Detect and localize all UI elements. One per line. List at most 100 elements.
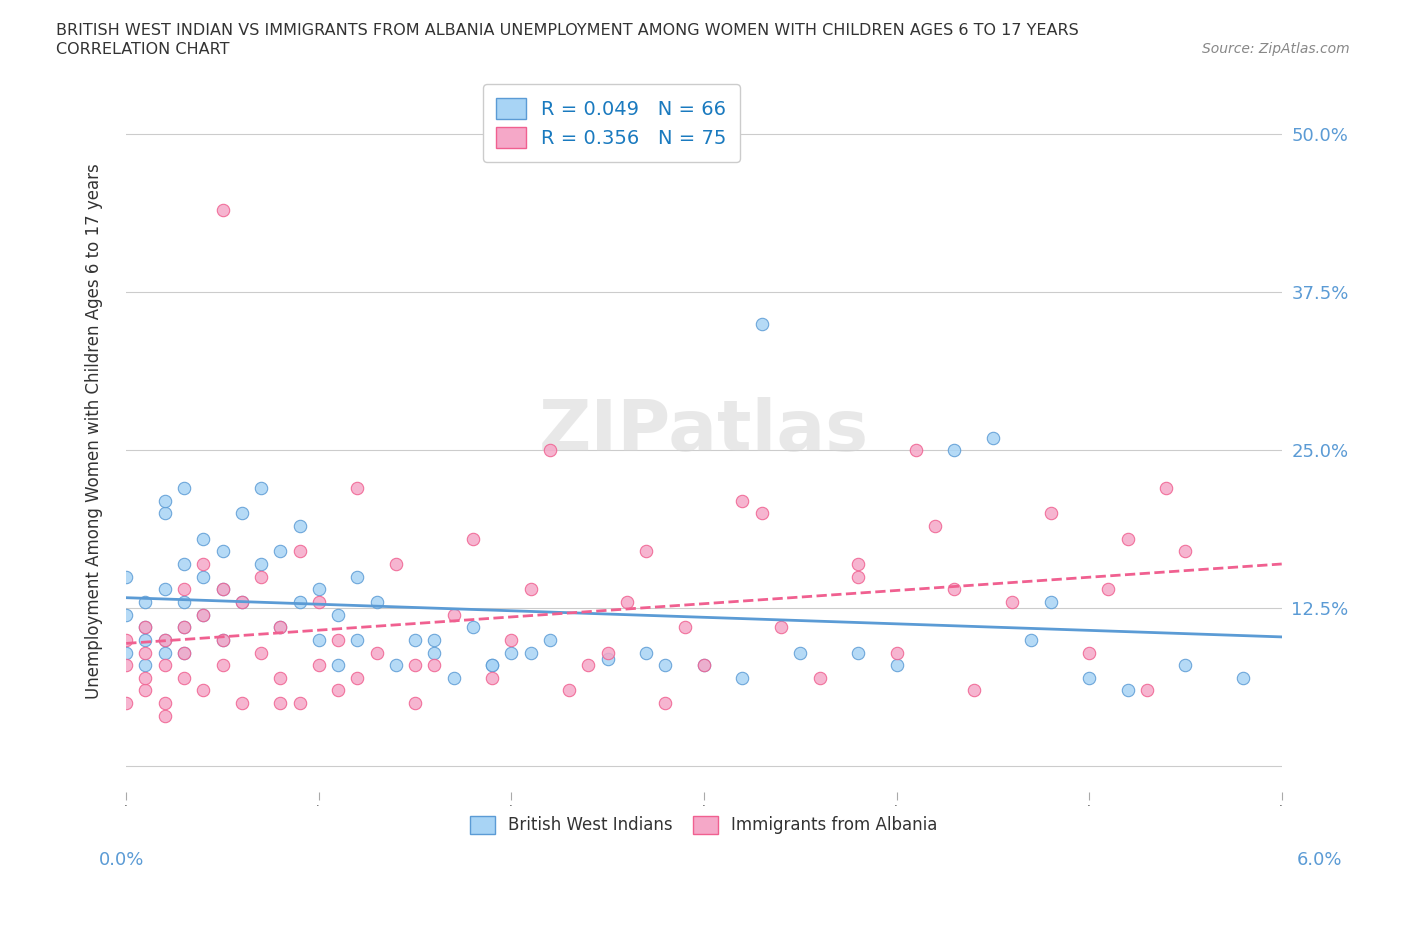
Point — [153, 696, 176, 711]
Point — [115, 569, 138, 584]
Point — [751, 506, 773, 521]
Point — [693, 658, 716, 672]
Point — [326, 658, 349, 672]
Point — [346, 671, 368, 685]
Point — [443, 607, 465, 622]
Point — [231, 696, 253, 711]
Point — [153, 645, 176, 660]
Point — [1039, 594, 1062, 609]
Point — [173, 619, 195, 634]
Point — [578, 658, 600, 672]
Point — [173, 582, 195, 597]
Point — [751, 316, 773, 331]
Point — [1116, 683, 1139, 698]
Point — [250, 556, 273, 571]
Point — [134, 619, 156, 634]
Point — [308, 594, 330, 609]
Point — [115, 645, 138, 660]
Point — [1174, 658, 1197, 672]
Point — [481, 658, 503, 672]
Point — [134, 594, 156, 609]
Point — [308, 582, 330, 597]
Point — [211, 632, 233, 647]
Point — [153, 493, 176, 508]
Point — [673, 619, 696, 634]
Point — [288, 544, 311, 559]
Point — [596, 645, 619, 660]
Point — [596, 651, 619, 666]
Point — [1039, 506, 1062, 521]
Point — [231, 506, 253, 521]
Point — [153, 632, 176, 647]
Point — [173, 671, 195, 685]
Point — [326, 607, 349, 622]
Point — [385, 658, 408, 672]
Point — [115, 696, 138, 711]
Point — [1001, 594, 1024, 609]
Text: 6.0%: 6.0% — [1298, 851, 1343, 869]
Point — [1154, 481, 1177, 496]
Point — [731, 671, 754, 685]
Point — [211, 203, 233, 218]
Point — [211, 582, 233, 597]
Point — [211, 658, 233, 672]
Point — [654, 658, 676, 672]
Point — [981, 430, 1004, 445]
Point — [1097, 582, 1119, 597]
Point — [1136, 683, 1159, 698]
Point — [211, 632, 233, 647]
Point — [731, 493, 754, 508]
Point — [481, 658, 503, 672]
Point — [423, 632, 446, 647]
Text: ZIPatlas: ZIPatlas — [538, 397, 869, 466]
Point — [501, 632, 523, 647]
Point — [461, 619, 484, 634]
Point — [423, 645, 446, 660]
Point — [846, 569, 869, 584]
Point — [115, 632, 138, 647]
Point — [231, 594, 253, 609]
Text: Source: ZipAtlas.com: Source: ZipAtlas.com — [1202, 42, 1350, 56]
Point — [193, 556, 215, 571]
Point — [153, 632, 176, 647]
Point — [134, 658, 156, 672]
Point — [461, 531, 484, 546]
Point — [962, 683, 984, 698]
Point — [846, 556, 869, 571]
Point — [943, 582, 966, 597]
Point — [288, 519, 311, 534]
Point — [153, 582, 176, 597]
Point — [193, 683, 215, 698]
Point — [173, 645, 195, 660]
Point — [538, 443, 561, 458]
Point — [366, 594, 388, 609]
Point — [558, 683, 581, 698]
Point — [269, 619, 291, 634]
Point — [943, 443, 966, 458]
Point — [846, 645, 869, 660]
Point — [326, 632, 349, 647]
Point — [769, 619, 792, 634]
Point — [269, 696, 291, 711]
Point — [404, 632, 426, 647]
Point — [1232, 671, 1254, 685]
Point — [250, 645, 273, 660]
Point — [173, 556, 195, 571]
Point — [924, 519, 946, 534]
Point — [789, 645, 811, 660]
Point — [173, 481, 195, 496]
Legend: British West Indians, Immigrants from Albania: British West Indians, Immigrants from Al… — [464, 809, 945, 841]
Point — [423, 658, 446, 672]
Point — [443, 671, 465, 685]
Point — [269, 671, 291, 685]
Point — [308, 658, 330, 672]
Point — [519, 645, 541, 660]
Point — [1174, 544, 1197, 559]
Point — [808, 671, 831, 685]
Point — [193, 607, 215, 622]
Point — [1078, 671, 1101, 685]
Point — [904, 443, 927, 458]
Point — [1021, 632, 1043, 647]
Point — [250, 481, 273, 496]
Point — [211, 582, 233, 597]
